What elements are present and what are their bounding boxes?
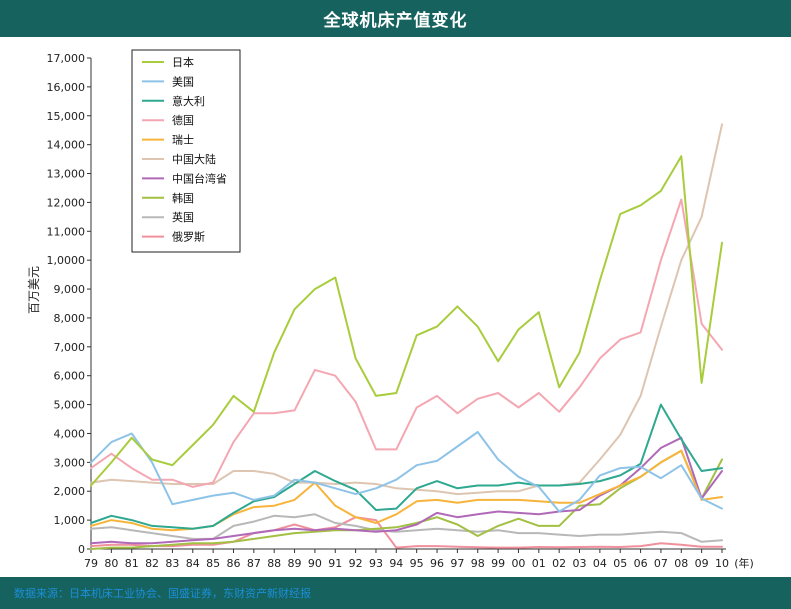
x-tick-label: 90 bbox=[308, 557, 322, 570]
x-tick-label: 85 bbox=[206, 557, 220, 570]
y-tick-label: 1,0000 bbox=[47, 254, 86, 267]
legend-item-label: 中国大陆 bbox=[172, 152, 216, 166]
x-tick-label: 93 bbox=[369, 557, 383, 570]
y-tick-label: 13,000 bbox=[47, 168, 86, 181]
legend-box bbox=[131, 49, 241, 253]
series-line bbox=[90, 198, 723, 488]
x-tick-label: 06 bbox=[634, 557, 648, 570]
x-tick-label: 79 bbox=[84, 557, 98, 570]
x-tick-label: 88 bbox=[267, 557, 281, 570]
y-tick-label: 0 bbox=[78, 543, 85, 556]
x-tick-label: 05 bbox=[613, 557, 627, 570]
legend-item-label: 日本 bbox=[172, 55, 194, 69]
x-tick-label: 96 bbox=[430, 557, 444, 570]
x-tick-label: 02 bbox=[552, 557, 566, 570]
series-layer bbox=[90, 123, 723, 550]
y-tick-label: 9,000 bbox=[54, 283, 86, 296]
series-line bbox=[90, 155, 723, 487]
legend-item-label: 英国 bbox=[172, 210, 194, 224]
x-tick-label: 92 bbox=[349, 557, 363, 570]
series-line bbox=[90, 403, 723, 530]
y-tick-label: 6,000 bbox=[54, 370, 86, 383]
y-tick-label: 5,000 bbox=[54, 399, 86, 412]
x-tick-label: 82 bbox=[145, 557, 159, 570]
x-tick-label: 98 bbox=[471, 557, 485, 570]
page-title: 全球机床产值变化 bbox=[0, 0, 791, 37]
x-tick-label: 97 bbox=[450, 557, 464, 570]
legend-item-label: 意大利 bbox=[172, 94, 205, 108]
x-tick-label: 03 bbox=[573, 557, 587, 570]
footer-bar: 数据来源：日本机床工业协会、国盛证券，东财资产新财经报 bbox=[0, 577, 791, 609]
series-line bbox=[90, 516, 723, 549]
line-chart: 0 1,000 2,000 3,000 4,000 5,000 6,000 7,000 8,00… bbox=[27, 49, 754, 570]
x-tick-label: 95 bbox=[410, 557, 424, 570]
legend-item-label: 韩国 bbox=[172, 191, 194, 205]
series-line bbox=[90, 449, 723, 532]
axes-layer: 0 1,000 2,000 3,000 4,000 5,000 6,000 7,000 8,00… bbox=[47, 52, 754, 570]
x-tick-label: 00 bbox=[511, 557, 525, 570]
x-tick-label: 89 bbox=[288, 557, 302, 570]
x-tick-label: 81 bbox=[125, 557, 139, 570]
series-line bbox=[90, 123, 723, 496]
x-tick-label: 99 bbox=[491, 557, 505, 570]
series-line bbox=[90, 449, 723, 550]
y-tick-label: 15,000 bbox=[47, 110, 86, 123]
x-tick-label: 94 bbox=[389, 557, 403, 570]
series-line bbox=[90, 513, 723, 543]
y-axis-label: 百万美元 bbox=[27, 266, 41, 314]
y-tick-label: 11,000 bbox=[47, 225, 86, 238]
x-tick-label: 09 bbox=[695, 557, 709, 570]
x-tick-label: 08 bbox=[674, 557, 688, 570]
x-tick-label: 10 bbox=[715, 557, 729, 570]
y-tick-label: 8,000 bbox=[54, 312, 86, 325]
y-tick-label: 3,000 bbox=[54, 456, 86, 469]
legend-item-label: 美国 bbox=[172, 75, 194, 88]
y-tick-label: 4,000 bbox=[54, 427, 86, 440]
x-tick-label: 01 bbox=[532, 557, 546, 570]
legend-item-label: 俄罗斯 bbox=[172, 231, 205, 244]
legend-item-label: 中国台湾省 bbox=[172, 171, 227, 185]
y-tick-label: 17,000 bbox=[47, 52, 86, 65]
y-tick-label: 7,000 bbox=[54, 341, 86, 354]
source-note: 数据来源：日本机床工业协会、国盛证券，东财资产新财经报 bbox=[14, 587, 311, 600]
x-tick-label: 04 bbox=[593, 557, 607, 570]
y-tick-label: 1,000 bbox=[54, 514, 86, 527]
x-tick-label: 87 bbox=[247, 557, 261, 570]
x-axis-unit: (年) bbox=[734, 556, 754, 570]
legend-item-label: 德国 bbox=[172, 113, 194, 127]
y-tick-label: 12,000 bbox=[47, 196, 86, 209]
y-tick-label: 14,000 bbox=[47, 139, 86, 152]
x-tick-label: 83 bbox=[165, 557, 179, 570]
legend-item-label: 瑞士 bbox=[172, 133, 194, 147]
x-tick-label: 07 bbox=[654, 557, 668, 570]
series-line bbox=[90, 431, 723, 513]
x-tick-label: 86 bbox=[226, 557, 240, 570]
x-tick-label: 91 bbox=[328, 557, 342, 570]
x-tick-label: 84 bbox=[186, 557, 200, 570]
y-tick-label: 16,000 bbox=[47, 81, 86, 94]
y-tick-label: 2,000 bbox=[54, 485, 86, 498]
x-tick-label: 80 bbox=[104, 557, 118, 570]
